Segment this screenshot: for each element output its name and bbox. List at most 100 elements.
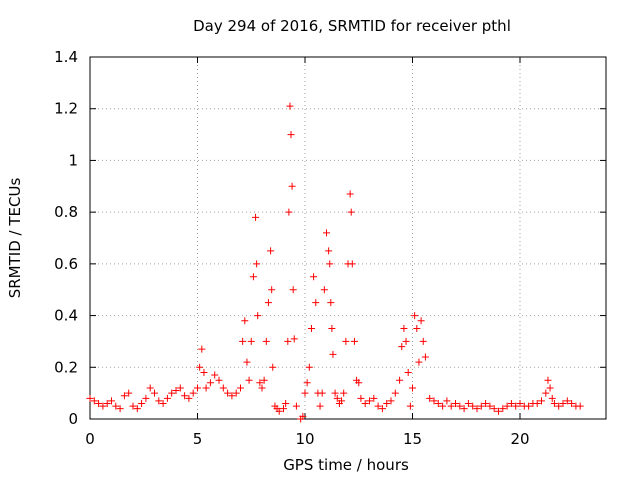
data-point <box>387 397 395 405</box>
data-point <box>464 399 472 407</box>
data-point <box>206 379 214 387</box>
data-point <box>333 394 341 402</box>
data-point <box>323 229 330 237</box>
data-point <box>402 337 410 345</box>
data-point <box>181 392 189 400</box>
data-point <box>361 399 369 407</box>
data-point <box>329 350 337 358</box>
data-point <box>434 399 442 407</box>
data-point <box>576 402 584 410</box>
data-point <box>95 399 103 407</box>
data-point <box>400 325 408 332</box>
data-point <box>550 399 558 407</box>
data-point <box>312 299 320 307</box>
data-point <box>285 208 293 216</box>
y-axis-label: SRMTID / TECUs <box>6 178 24 299</box>
data-point <box>116 405 124 413</box>
data-point <box>146 384 154 392</box>
data-point <box>163 394 171 402</box>
x-tick-label: 5 <box>193 430 203 448</box>
data-point <box>237 384 244 392</box>
data-point <box>90 397 98 405</box>
data-point <box>133 405 141 413</box>
data-point <box>383 399 391 407</box>
data-point <box>318 389 326 397</box>
data-point <box>108 397 115 405</box>
data-point <box>260 376 268 384</box>
data-point <box>548 394 556 402</box>
data-point <box>310 273 318 281</box>
data-point <box>328 325 336 332</box>
data-point <box>555 402 563 410</box>
data-point <box>415 358 423 366</box>
data-point <box>232 389 240 397</box>
data-point <box>185 394 193 402</box>
data-point <box>200 368 208 376</box>
y-tick-label: 0 <box>68 410 78 428</box>
data-point <box>348 260 356 268</box>
data-point <box>120 392 128 400</box>
data-point <box>546 384 554 392</box>
data-point <box>473 405 481 413</box>
axis-ticks <box>89 56 606 420</box>
x-tick-label: 10 <box>295 430 314 448</box>
data-point <box>125 389 133 397</box>
data-point <box>307 325 315 332</box>
data-point <box>202 384 210 392</box>
data-point <box>275 407 283 415</box>
data-point <box>331 389 339 397</box>
data-point <box>452 399 459 407</box>
data-point <box>138 399 146 407</box>
data-point <box>268 286 276 294</box>
data-point <box>252 213 260 221</box>
data-point <box>563 397 571 405</box>
data-point <box>269 363 277 371</box>
data-point <box>460 405 468 413</box>
data-point <box>176 384 184 392</box>
data-point <box>366 397 373 405</box>
data-point <box>417 317 425 325</box>
data-point <box>286 102 294 110</box>
data-point <box>542 389 550 397</box>
data-point <box>172 387 180 395</box>
data-point <box>305 363 313 371</box>
data-point <box>239 337 247 345</box>
data-point <box>404 368 412 376</box>
data-point <box>159 399 167 407</box>
data-point <box>396 376 404 384</box>
data-point <box>215 376 223 384</box>
data-point <box>374 402 382 410</box>
data-point <box>370 394 378 402</box>
data-point <box>413 325 421 332</box>
data-point <box>398 343 406 351</box>
data-point <box>247 337 255 345</box>
x-tick-label: 0 <box>85 430 95 448</box>
data-point <box>350 337 358 345</box>
data-point <box>469 402 477 410</box>
data-point <box>426 394 434 402</box>
grid-lines <box>90 57 606 419</box>
y-tick-label: 0.6 <box>54 255 78 273</box>
data-point <box>456 402 464 410</box>
data-point <box>439 402 447 410</box>
data-point <box>411 312 419 320</box>
x-axis-label: GPS time / hours <box>283 456 409 474</box>
y-tick-label: 1 <box>68 151 78 169</box>
data-point <box>262 337 270 345</box>
data-point <box>168 389 176 397</box>
data-point <box>129 402 137 410</box>
data-point <box>378 405 386 413</box>
data-point <box>316 402 324 410</box>
data-point <box>495 407 502 415</box>
data-point <box>568 399 576 407</box>
data-point <box>245 376 253 384</box>
data-point <box>112 402 120 410</box>
data-point <box>253 260 261 268</box>
data-point <box>419 337 427 345</box>
data-point <box>194 384 201 392</box>
data-point <box>280 405 287 413</box>
x-tick-label: 15 <box>403 430 422 448</box>
data-point <box>447 402 455 410</box>
data-point <box>430 397 438 405</box>
